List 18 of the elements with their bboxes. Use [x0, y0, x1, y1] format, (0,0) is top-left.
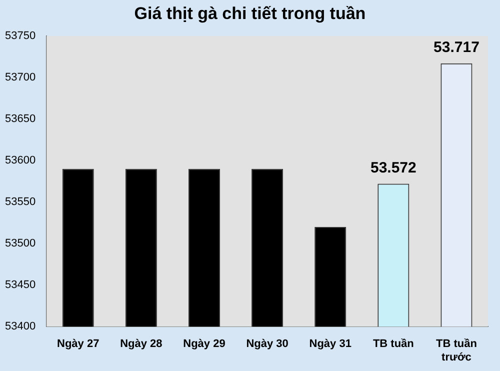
- x-tick-label: Ngày 31: [309, 338, 352, 350]
- data-label: 53.572: [370, 159, 416, 176]
- y-tick-label: 53750: [4, 30, 36, 42]
- data-label: 53.717: [434, 39, 480, 56]
- y-tick-label: 53650: [4, 113, 36, 126]
- x-tick-label: Ngày 30: [246, 338, 288, 350]
- y-tick-label: 53450: [4, 279, 36, 292]
- x-tick-label: TB tuần: [372, 338, 414, 350]
- x-tick-label: TB tuần trước: [436, 338, 478, 364]
- y-tick-label: 53600: [4, 154, 36, 167]
- y-tick-label: 53550: [4, 196, 36, 208]
- x-tick-label: Ngày 27: [57, 338, 100, 350]
- chart-title: Giá thịt gà chi tiết trong tuần: [133, 3, 367, 25]
- y-tick-label: 53400: [4, 320, 36, 333]
- x-tick-label: Ngày 29: [183, 338, 226, 350]
- x-tick-label: Ngày 28: [120, 338, 162, 350]
- y-tick-label: 53500: [4, 238, 36, 250]
- y-tick-label: 53700: [4, 72, 36, 84]
